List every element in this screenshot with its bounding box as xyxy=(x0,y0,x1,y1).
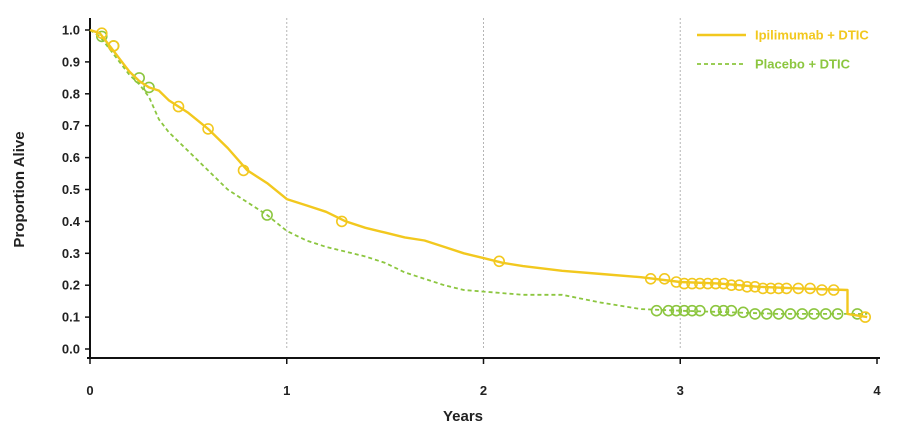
censor-mark xyxy=(202,123,214,135)
censor-mark xyxy=(827,284,840,296)
censor-mark xyxy=(335,215,348,228)
censor-mark xyxy=(237,164,250,177)
censor-mark xyxy=(717,277,730,290)
censor-mark xyxy=(792,282,805,295)
censor-mark xyxy=(133,72,145,84)
censor-mark xyxy=(678,277,691,290)
censor-mark xyxy=(701,277,714,290)
legend: Ipilimumab + DTIC Placebo + DTIC xyxy=(697,28,869,72)
series-layer xyxy=(89,27,872,323)
censor-mark xyxy=(737,306,750,319)
series-placebo-dtic xyxy=(89,29,868,320)
y-axis-ticks: 0.0 0.1 0.2 0.3 0.4 0.5 0.6 0.7 0.8 0.9 1.0 xyxy=(62,23,90,357)
y-axis-title: Proportion Alive xyxy=(11,131,28,247)
censor-mark xyxy=(493,255,506,268)
censor-mark xyxy=(650,304,663,317)
censor-mark xyxy=(694,277,706,290)
y-tick-label: 0.7 xyxy=(62,118,80,133)
censor-mark xyxy=(670,304,683,317)
censor-mark xyxy=(772,308,785,320)
series-line-ipilimumab-dtic xyxy=(89,28,868,319)
censor-mark xyxy=(733,279,746,292)
censor-mark xyxy=(749,308,761,320)
censor-mark xyxy=(709,277,722,290)
censor-mark xyxy=(686,277,698,290)
censor-mark xyxy=(764,282,777,295)
censor-mark xyxy=(804,282,816,295)
censor-mark xyxy=(741,280,753,293)
censor-mark xyxy=(757,282,769,295)
y-tick-label: 0.1 xyxy=(62,310,80,325)
censor-mark xyxy=(261,209,273,221)
censor-mark xyxy=(143,81,155,94)
censor-mark xyxy=(796,308,809,320)
censor-mark xyxy=(725,304,738,317)
x-tick-label: 0 xyxy=(86,383,93,398)
y-tick-label: 0.5 xyxy=(62,182,80,197)
censor-mark xyxy=(96,27,108,40)
censor-mark xyxy=(831,308,844,320)
censor-mark xyxy=(662,304,675,317)
x-tick-label: 3 xyxy=(677,383,684,398)
censor-mark xyxy=(780,282,793,295)
y-tick-label: 0.6 xyxy=(62,150,80,165)
x-tick-label: 4 xyxy=(873,383,881,398)
x-tick-label: 1 xyxy=(283,383,290,398)
censor-mark xyxy=(678,304,691,317)
censor-mark xyxy=(816,284,828,296)
y-tick-label: 0.3 xyxy=(62,246,80,261)
x-axis-ticks: 0 1 2 3 4 xyxy=(86,358,881,398)
censor-mark xyxy=(670,276,683,288)
censor-mark xyxy=(709,304,722,317)
censor-mark xyxy=(725,279,738,292)
censor-mark xyxy=(172,100,185,113)
censor-mark xyxy=(107,40,120,52)
y-tick-label: 0.2 xyxy=(62,278,80,293)
y-tick-label: 1.0 xyxy=(62,23,80,38)
censor-mark xyxy=(760,308,773,320)
censor-mark xyxy=(749,280,761,293)
legend-label-placebo-dtic: Placebo + DTIC xyxy=(755,57,851,72)
censor-mark xyxy=(686,304,698,317)
y-tick-label: 0.8 xyxy=(62,86,80,101)
y-tick-label: 0.0 xyxy=(62,342,80,357)
censor-mark xyxy=(658,272,671,285)
y-tick-label: 0.4 xyxy=(62,214,81,229)
series-line-placebo-dtic xyxy=(89,29,868,315)
censor-mark xyxy=(784,308,797,320)
censor-mark xyxy=(819,308,832,320)
censor-mark xyxy=(717,304,730,317)
vertical-gridlines xyxy=(286,18,681,349)
censor-mark xyxy=(644,272,657,285)
series-ipilimumab-dtic xyxy=(89,27,872,323)
censor-mark xyxy=(772,282,785,295)
censor-mark xyxy=(808,308,820,320)
x-axis-title: Years xyxy=(443,408,483,425)
censor-mark xyxy=(96,30,108,43)
legend-label-ipilimumab-dtic: Ipilimumab + DTIC xyxy=(755,28,869,43)
censor-mark xyxy=(859,311,872,323)
x-tick-label: 2 xyxy=(480,383,487,398)
y-tick-label: 0.9 xyxy=(62,54,80,69)
censor-mark xyxy=(694,304,706,317)
